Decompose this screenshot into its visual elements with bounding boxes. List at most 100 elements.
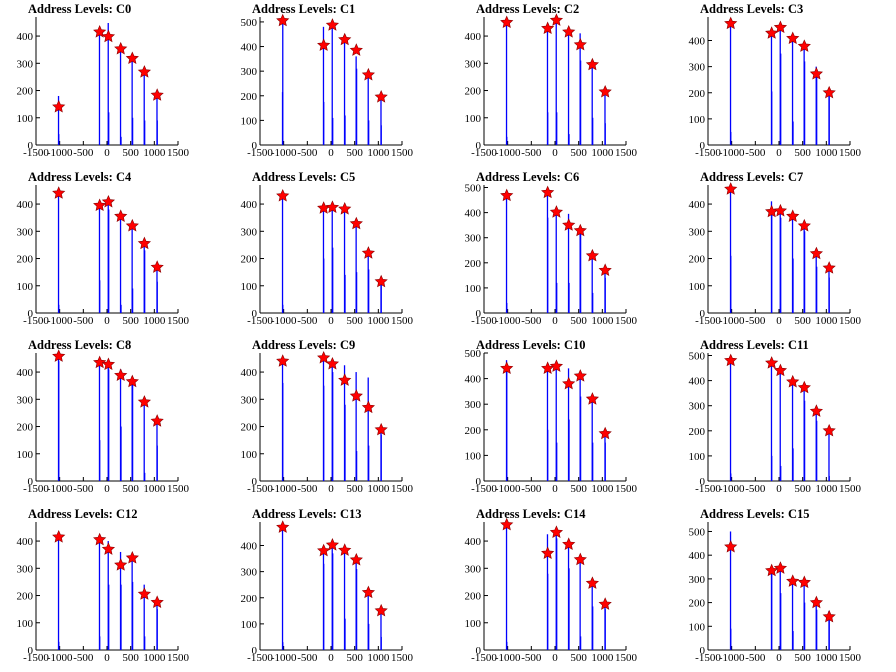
x-tick-label: -500 [521, 315, 542, 327]
histogram-bar [803, 602, 806, 650]
histogram-bar [568, 568, 570, 650]
histogram-bar [282, 304, 284, 313]
histogram-bar [57, 193, 60, 313]
x-tick-label: 1500 [391, 652, 414, 664]
x-tick-label: -1500 [471, 315, 497, 327]
x-tick-label: 0 [776, 483, 782, 495]
y-tick-label: 100 [17, 281, 34, 293]
chart-title: Address Levels: C9 [252, 338, 355, 352]
histogram-bar [729, 22, 732, 145]
peak-marker [724, 182, 738, 195]
histogram-bar [344, 274, 346, 313]
peak-marker [349, 43, 363, 56]
histogram-bar [816, 77, 818, 145]
chart-panel: Address Levels: C9 0 100 200 300 400 -1500-100… [241, 338, 414, 495]
y-tick-label: 400 [465, 536, 482, 548]
histogram-bar [367, 591, 369, 650]
y-tick-label: 400 [241, 199, 258, 211]
x-tick-label: 1000 [591, 652, 614, 664]
y-tick-label: 400 [241, 541, 258, 553]
chart-title: Address Levels: C3 [700, 2, 803, 16]
histogram-bar [144, 120, 146, 145]
y-tick-label: 100 [465, 283, 482, 295]
histogram-bar [604, 123, 606, 145]
x-tick-label: 0 [328, 483, 334, 495]
x-tick-label: 1500 [167, 147, 190, 159]
y-tick-label: 500 [465, 183, 482, 195]
x-tick-label: 0 [104, 315, 110, 327]
histogram-bar [568, 282, 570, 313]
peak-marker [137, 587, 151, 600]
histogram-bar [555, 211, 557, 313]
x-tick-label: 1500 [391, 483, 414, 495]
x-tick-label: 1500 [391, 315, 414, 327]
histogram-bar [380, 609, 382, 650]
chart-panel: Address Levels: C12 0 100 200 300 400 -1500-10… [17, 507, 190, 664]
peak-marker [598, 263, 612, 276]
x-tick-label: -1000 [47, 652, 73, 664]
peak-marker [822, 609, 836, 623]
histogram-bar [604, 277, 606, 313]
peak-marker [598, 426, 612, 440]
histogram-bar [547, 429, 549, 481]
y-tick-label: 200 [465, 258, 482, 270]
peak-marker [101, 194, 116, 208]
y-tick-label: 100 [465, 618, 482, 630]
peak-marker [361, 585, 375, 599]
peak-marker [786, 31, 800, 45]
histogram-bar [144, 636, 146, 650]
histogram-bar [604, 609, 606, 650]
histogram-bar [131, 225, 133, 313]
x-tick-label: -1500 [23, 315, 49, 327]
histogram-bar [546, 367, 549, 481]
histogram-bar [108, 209, 110, 313]
histogram-bar [579, 60, 582, 145]
x-tick-label: 1500 [615, 652, 638, 664]
y-tick-label: 0 [252, 645, 258, 657]
histogram-bar [505, 21, 508, 146]
histogram-bar [791, 381, 794, 481]
x-tick-label: -1000 [719, 652, 745, 664]
histogram-bar [730, 255, 732, 313]
histogram-bar [380, 125, 382, 145]
y-tick-label: 500 [689, 526, 706, 538]
x-tick-label: 1000 [367, 652, 390, 664]
histogram-bar [323, 563, 325, 650]
y-tick-label: 400 [689, 36, 706, 48]
peak-marker [93, 532, 107, 546]
histogram-bar [282, 20, 284, 145]
chart-title: Address Levels: C12 [28, 507, 138, 521]
x-tick-label: -1000 [271, 315, 297, 327]
x-tick-label: -1500 [471, 652, 497, 664]
x-tick-label: 500 [122, 315, 139, 327]
histogram-bar [323, 258, 325, 313]
histogram-bar [792, 258, 794, 313]
x-tick-label: 1000 [591, 147, 614, 159]
x-tick-label: 1000 [143, 147, 166, 159]
peak-marker [338, 202, 352, 215]
x-tick-label: 0 [776, 315, 782, 327]
y-tick-label: 200 [689, 254, 706, 266]
y-tick-label: 300 [17, 394, 34, 406]
y-tick-label: 400 [689, 199, 706, 211]
y-tick-label: 100 [465, 113, 482, 125]
histogram-bar [355, 272, 358, 313]
x-tick-label: -1000 [271, 483, 297, 495]
peak-marker [125, 51, 139, 65]
histogram-bar [828, 475, 830, 481]
histogram-bar [791, 578, 794, 650]
x-tick-label: 1500 [839, 652, 862, 664]
y-tick-label: 400 [465, 374, 482, 386]
histogram-bar [119, 369, 122, 481]
y-tick-label: 0 [700, 140, 706, 152]
histogram-bar [355, 68, 358, 145]
x-tick-label: 500 [794, 483, 811, 495]
peak-marker [114, 209, 128, 222]
peak-marker [541, 21, 555, 35]
histogram-bar [344, 115, 346, 145]
histogram-bar [281, 195, 284, 313]
peak-marker [52, 530, 66, 543]
x-tick-label: -1500 [247, 315, 273, 327]
histogram-bar [770, 32, 773, 145]
